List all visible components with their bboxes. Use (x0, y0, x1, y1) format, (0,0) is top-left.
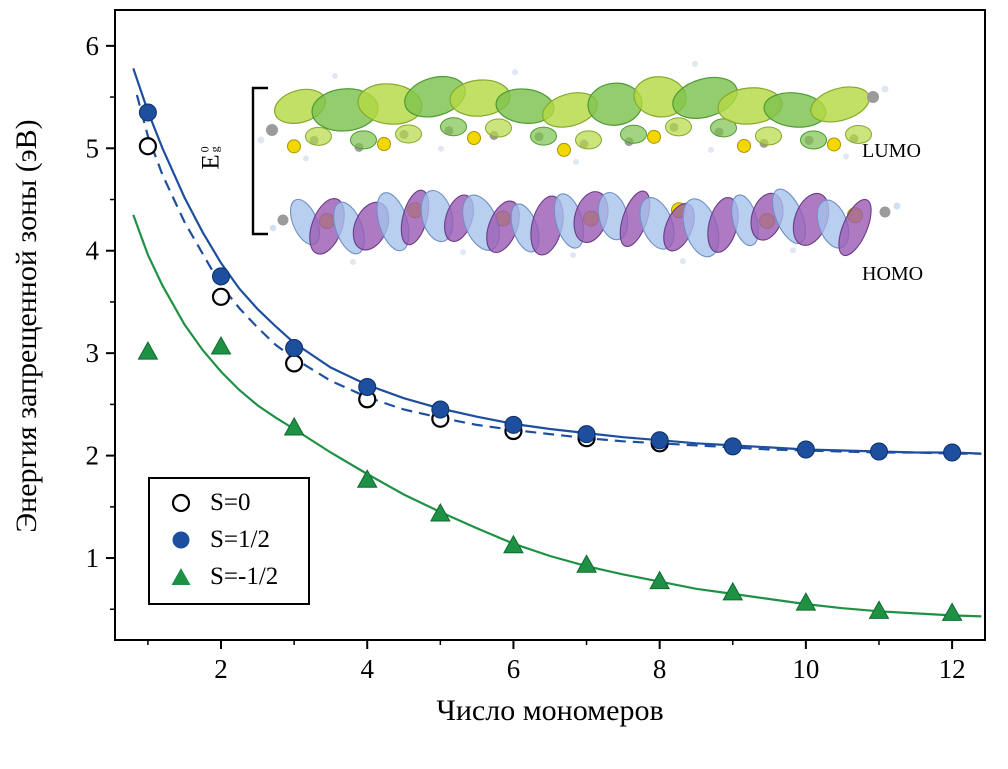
legend-item-s-neg-half: S=-1/2 (166, 563, 278, 591)
x-tick-label: 10 (792, 654, 819, 684)
legend-marker-filled-circle (172, 531, 190, 549)
energy-gap-bracket (251, 86, 268, 236)
x-axis-label: Число мономеров (436, 694, 664, 727)
legend-item-s-half: S=1/2 (166, 526, 278, 554)
y-tick-label: 4 (86, 236, 100, 266)
series-points-S12 (138, 103, 962, 462)
y-tick-label: 6 (86, 31, 100, 61)
plot-frame (114, 9, 986, 641)
legend-marker-triangle (171, 568, 191, 585)
legend-marker-open-circle (171, 493, 191, 513)
legend: S=0 S=1/2 S=-1/2 (148, 477, 311, 605)
legend-label-s-neg-half: S=-1/2 (210, 563, 279, 590)
y-tick-label: 1 (86, 543, 100, 573)
y-tick-label: 2 (86, 441, 100, 471)
legend-item-s0: S=0 (166, 489, 278, 517)
energy-gap-subscript: g (207, 146, 222, 153)
y-tick-label: 5 (86, 133, 100, 163)
homo-orbital-image (269, 188, 901, 265)
fit-curve-Sm12 (132, 214, 982, 618)
series-points-Sm12 (137, 335, 963, 621)
legend-label-s-half: S=1/2 (210, 526, 270, 553)
x-tick-label: 8 (653, 654, 667, 684)
series-points-S0 (138, 137, 669, 453)
lumo-orbital-image (257, 60, 889, 165)
molecular-orbital-inset (257, 60, 901, 265)
legend-label-s0: S=0 (210, 489, 251, 516)
fit-curve-S12 (132, 68, 982, 455)
homo-label: HOMO (862, 263, 924, 285)
y-tick-label: 3 (86, 338, 100, 368)
x-tick-label: 6 (507, 654, 521, 684)
lumo-label: LUMO (862, 140, 921, 162)
x-tick-label: 4 (360, 654, 374, 684)
x-tick-label: 2 (214, 654, 228, 684)
y-axis-label: Энергия запрещенной зоны (эВ) (10, 119, 43, 533)
energy-gap-symbol: E (197, 154, 225, 170)
x-tick-label: 12 (939, 654, 966, 684)
